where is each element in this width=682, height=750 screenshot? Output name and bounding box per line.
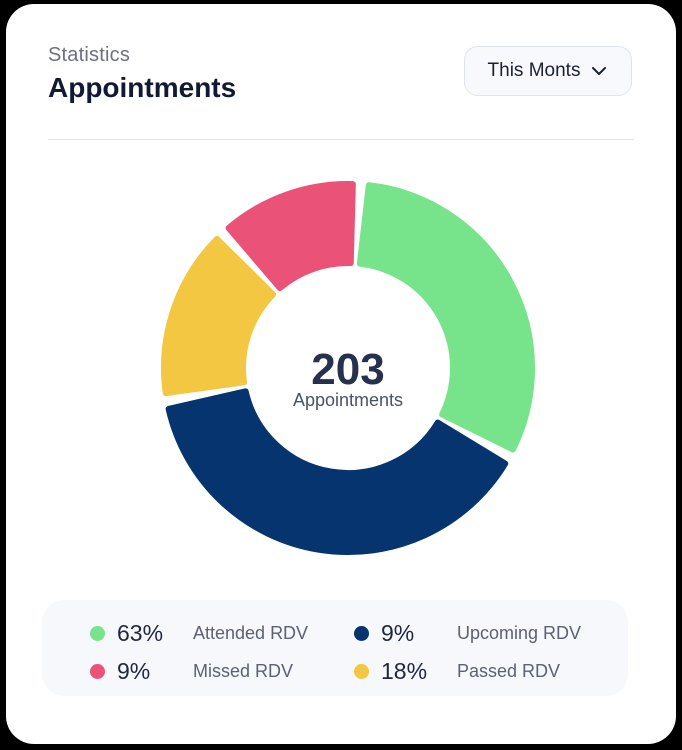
legend-dot bbox=[90, 664, 105, 679]
donut-slice-passed-rdv bbox=[161, 235, 277, 397]
donut-slice-missed-rdv bbox=[225, 181, 356, 292]
header-divider bbox=[48, 139, 634, 140]
legend-item: 18% Passed RDV bbox=[354, 658, 560, 685]
legend-percent: 9% bbox=[381, 620, 415, 646]
legend-item: 9% Missed RDV bbox=[90, 658, 293, 685]
legend-label: Passed RDV bbox=[457, 661, 561, 681]
card-title: Appointments bbox=[48, 72, 237, 103]
center-label: Appointments bbox=[293, 390, 403, 410]
chevron-down-icon bbox=[592, 67, 607, 75]
donut-slice-upcoming-rdv bbox=[165, 388, 509, 555]
donut-slice-attended-rdv bbox=[356, 182, 535, 453]
legend-label: Upcoming RDV bbox=[457, 623, 582, 643]
chart-legend: 63% Attended RDV 9% Upcoming RDV 9% Miss… bbox=[42, 600, 628, 696]
legend-label: Missed RDV bbox=[193, 661, 294, 681]
legend-label: Attended RDV bbox=[193, 623, 309, 643]
legend-dot bbox=[354, 664, 369, 679]
legend-percent: 63% bbox=[117, 620, 164, 646]
legend-item: 9% Upcoming RDV bbox=[354, 620, 581, 647]
donut-slices bbox=[161, 181, 535, 555]
period-dropdown-value: This Monts bbox=[487, 60, 581, 81]
legend-percent: 9% bbox=[117, 658, 151, 684]
card-subtitle: Statistics bbox=[48, 44, 131, 66]
legend-percent: 18% bbox=[381, 658, 428, 684]
legend-item: 63% Attended RDV bbox=[90, 620, 308, 647]
legend-dot bbox=[354, 626, 369, 641]
legend-dot bbox=[90, 626, 105, 641]
period-dropdown[interactable]: This Monts bbox=[464, 46, 632, 96]
center-value: 203 bbox=[311, 345, 384, 394]
